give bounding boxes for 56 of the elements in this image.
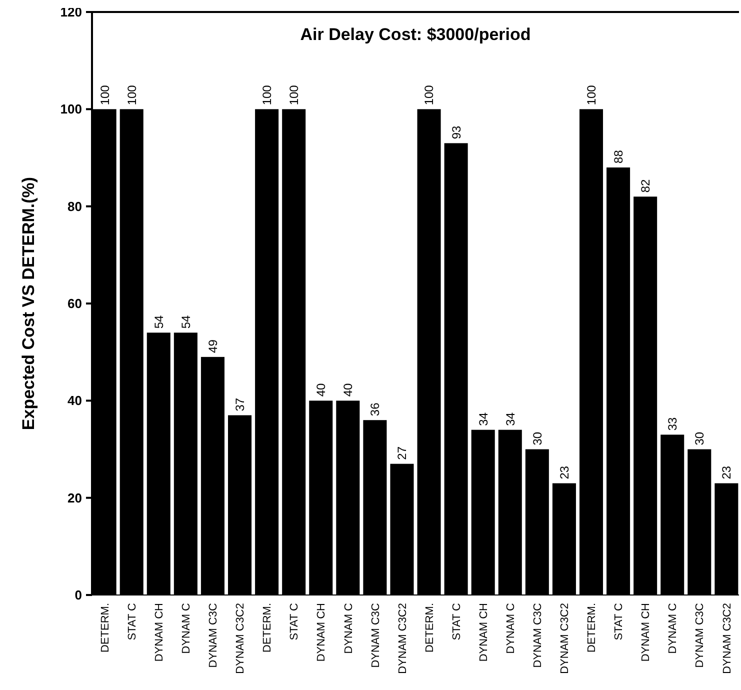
x-tick-label: DYNAM C3C2: [396, 603, 409, 674]
data-label: 100: [584, 84, 598, 106]
data-label: 54: [178, 314, 193, 329]
x-tick-label: STAT C: [288, 602, 301, 640]
x-tick-label: DYNAM C: [342, 602, 355, 654]
data-label: 54: [152, 314, 166, 329]
x-tick-label: DYNAM C3C: [532, 602, 544, 668]
x-tick-label: DYNAM C3C2: [559, 603, 572, 674]
data-label: 34: [476, 412, 490, 426]
x-tick-label: DYNAM C: [504, 602, 517, 654]
y-tick-label: 20: [68, 490, 82, 506]
data-label: 40: [314, 382, 328, 397]
x-tick-label: DYNAM CH: [478, 602, 490, 662]
data-label: 100: [260, 84, 274, 106]
data-label: 93: [449, 126, 464, 140]
data-label: 23: [557, 466, 572, 480]
x-tick-label: DYNAM CH: [640, 602, 652, 662]
x-tick-label: DYNAM CH: [316, 602, 328, 662]
data-label: 27: [395, 446, 410, 460]
x-tick-label: DYNAM C3C: [370, 602, 382, 668]
data-label: 37: [232, 398, 247, 412]
y-tick-label: 0: [74, 588, 82, 603]
data-label: 30: [530, 432, 544, 446]
y-axis-title: Expected Cost VS DETERM.(%): [19, 176, 38, 430]
data-label: 49: [206, 339, 220, 353]
data-label: 34: [503, 412, 518, 426]
data-label: 23: [720, 466, 734, 480]
x-tick-label: DYNAM C3C: [208, 602, 220, 668]
data-label: 100: [422, 84, 436, 106]
data-label: 100: [98, 84, 112, 106]
x-tick-label: DYNAM C: [180, 602, 193, 654]
x-tick-label: DYNAM CH: [153, 602, 166, 662]
y-tick-label: 40: [68, 393, 82, 408]
x-tick-label: DETERM.: [586, 603, 598, 652]
x-tick-label: STAT C: [450, 602, 463, 640]
x-tick-label: STAT C: [126, 602, 138, 640]
data-label: 40: [341, 382, 356, 397]
y-tick-label: 80: [68, 198, 82, 214]
text: Air Delay Cost: $3000/period: [300, 25, 531, 44]
x-tick-label: DYNAM C3C2: [234, 603, 247, 674]
x-tick-label: DETERM.: [424, 603, 436, 652]
data-label: 82: [638, 178, 653, 193]
x-tick-label: DYNAM C: [667, 602, 680, 654]
x-tick-label: DETERM.: [99, 603, 112, 652]
x-tick-label: DYNAM C3C: [694, 602, 706, 668]
data-label: 30: [692, 432, 707, 446]
data-label: 100: [287, 84, 302, 106]
y-tick-label: 60: [68, 296, 82, 312]
x-tick-label: DETERM.: [262, 603, 274, 652]
data-label: 33: [666, 417, 680, 431]
y-tick-label: 100: [60, 102, 82, 117]
data-label: 88: [611, 150, 626, 164]
data-label: 100: [124, 84, 139, 106]
x-tick-label: DYNAM C3C2: [721, 603, 734, 674]
data-label: 36: [368, 402, 382, 416]
x-tick-label: STAT C: [613, 602, 626, 640]
